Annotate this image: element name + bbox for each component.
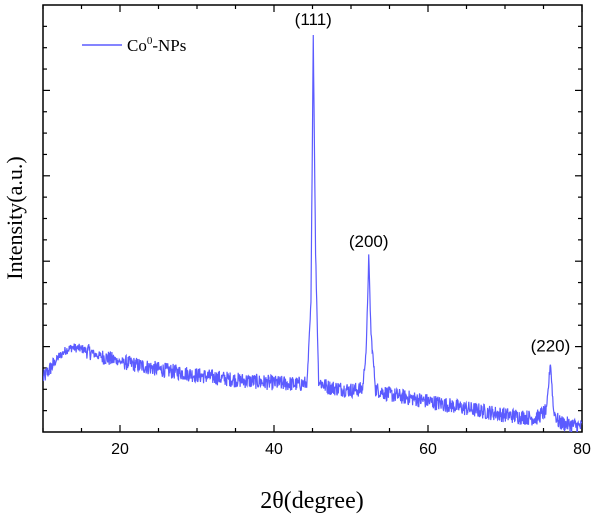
peak-label: (111) bbox=[295, 10, 332, 29]
x-tick-labels: 20 40 60 80 bbox=[111, 441, 591, 458]
peak-label: (200) bbox=[349, 232, 389, 251]
legend-label-rest: -NPs bbox=[152, 36, 186, 55]
x-axis-title: 2θ(degree) bbox=[260, 488, 363, 514]
legend-label-sup: 0 bbox=[147, 35, 153, 47]
x-tick-label: 20 bbox=[111, 441, 129, 458]
x-tick-label: 40 bbox=[265, 441, 283, 458]
peak-annotations: (111) (200) (220) bbox=[295, 10, 571, 356]
axis-ticks bbox=[42, 5, 583, 432]
x-tick-label: 80 bbox=[573, 441, 591, 458]
legend-label-main: Co bbox=[127, 36, 147, 55]
x-tick-label: 60 bbox=[419, 441, 437, 458]
legend: Co0-NPs bbox=[82, 35, 186, 55]
series-line-co-nps bbox=[43, 34, 582, 432]
peak-label: (220) bbox=[531, 337, 571, 356]
y-axis-title: Intensity(a.u.) bbox=[2, 156, 27, 279]
legend-label: Co0-NPs bbox=[127, 35, 186, 55]
